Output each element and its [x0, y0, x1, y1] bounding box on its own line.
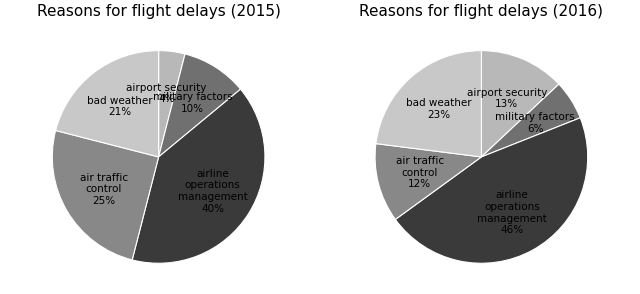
Wedge shape	[159, 54, 241, 157]
Wedge shape	[52, 131, 159, 260]
Wedge shape	[56, 51, 159, 157]
Text: airport security
13%: airport security 13%	[467, 88, 547, 109]
Text: airline
operations
management
40%: airline operations management 40%	[177, 169, 247, 213]
Text: bad weather
21%: bad weather 21%	[86, 96, 152, 117]
Title: Reasons for flight delays (2015): Reasons for flight delays (2015)	[36, 4, 280, 19]
Text: bad weather
23%: bad weather 23%	[406, 98, 472, 120]
Text: airport security
4%: airport security 4%	[127, 83, 207, 104]
Wedge shape	[159, 51, 185, 157]
Text: air traffic
control
12%: air traffic control 12%	[396, 156, 444, 189]
Wedge shape	[481, 84, 580, 157]
Wedge shape	[481, 51, 559, 157]
Title: Reasons for flight delays (2016): Reasons for flight delays (2016)	[360, 4, 604, 19]
Text: military factors
6%: military factors 6%	[495, 112, 575, 133]
Text: military factors
10%: military factors 10%	[153, 92, 232, 114]
Wedge shape	[376, 51, 481, 157]
Text: airline
operations
management
46%: airline operations management 46%	[477, 191, 547, 235]
Text: air traffic
control
25%: air traffic control 25%	[79, 173, 128, 206]
Wedge shape	[132, 89, 265, 263]
Wedge shape	[375, 143, 481, 219]
Wedge shape	[396, 118, 588, 263]
